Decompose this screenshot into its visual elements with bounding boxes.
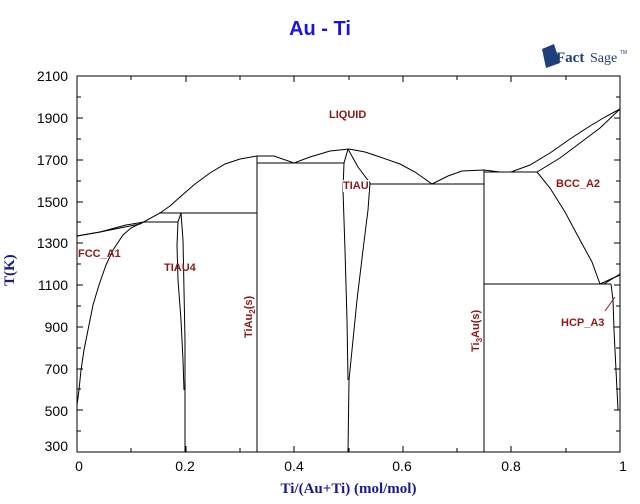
x-tick-label: 0.6 [392,458,412,474]
svg-text:TM: TM [620,50,627,56]
tiau4-right-boundary [180,212,186,452]
tiau-right-boundary [347,148,371,453]
phase-label-hcp-a3: HCP_A3 [561,317,605,329]
x-tick-label: 0.8 [501,458,521,474]
y-tick-label: 300 [44,438,68,454]
fcc-solidus [76,221,145,237]
bcc-hcp-transus-2 [603,273,621,285]
y-tick-label: 900 [44,319,68,335]
x-tick-label: 0 [75,458,83,474]
hcp-leader-line [604,296,616,312]
phase-label-ti3au: Ti3Au(s) [470,309,485,352]
phase-label-tiau4: TIAU4 [164,262,196,274]
y-axis-ticks [77,96,620,432]
y-tick-label: 700 [44,361,68,377]
tiau4-left-boundary [176,212,185,391]
x-tick-label: 0.4 [284,458,304,474]
bcc-solvus [536,171,601,285]
chart-title: Au - Ti [289,18,351,40]
y-tick-label: 1500 [36,194,68,210]
x-tick-label: 0.2 [175,458,195,474]
y-tick-label: 1100 [37,277,68,293]
phase-label-tiau2: TiAu2(s) [243,295,258,338]
y-tick-label: 1300 [36,235,68,251]
y-tick-label: 1700 [36,152,68,168]
liquidus-curve [76,108,621,237]
x-tick-label: 1 [619,458,627,474]
phase-label-bcc-a2: BCC_A2 [556,178,601,190]
fcc-solvus [76,221,144,406]
svg-text:Fact: Fact [556,50,584,66]
svg-text:Sage: Sage [590,51,617,66]
y-tick-label: 2100 [36,68,68,84]
phase-label-tiau: TIAU [343,180,369,192]
x-axis-label: Ti/(Au+Ti) (mol/mol) [280,481,417,497]
y-tick-label: 1900 [36,110,68,126]
x-axis-ticks [130,76,567,452]
phase-label-fcc-a1: FCC_A1 [78,248,121,260]
hcp-solvus [610,283,619,411]
bcc-solidus [536,108,621,173]
y-tick-label: 500 [44,403,68,419]
phase-label-liquid: LIQUID [329,109,367,121]
tiau-left-boundary [342,148,349,381]
factsage-logo: Fact Sage TM [542,44,627,68]
